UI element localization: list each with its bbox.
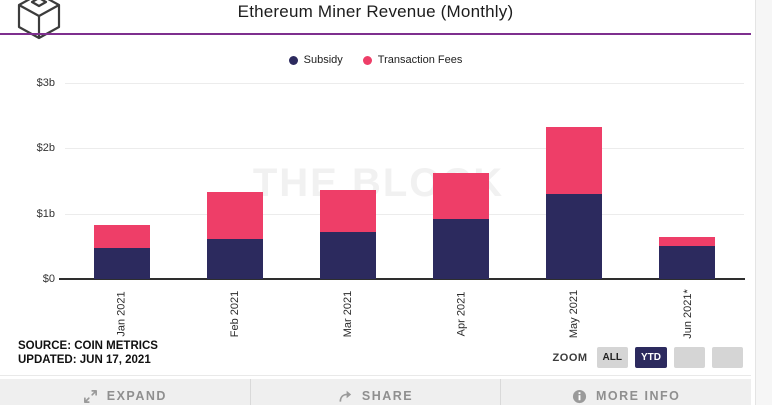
bar-segment-transaction-fees <box>659 236 716 246</box>
bar-segment-subsidy <box>206 238 263 279</box>
more-info-button[interactable]: MORE INFO <box>500 379 751 405</box>
y-tick-label: $0 <box>42 273 55 285</box>
bar-column-feb-2021 <box>178 83 291 279</box>
x-label-slot: Apr 2021 <box>405 283 518 345</box>
legend-item-subsidy[interactable]: Subsidy <box>288 54 343 66</box>
y-tick-label: $1b <box>36 207 55 220</box>
share-button[interactable]: SHARE <box>249 379 501 405</box>
plot-area: THE BLOCK <box>59 83 745 280</box>
x-label-slot: May 2021 <box>518 283 631 345</box>
bar-segment-subsidy <box>93 247 150 279</box>
legend-item-transaction-fees[interactable]: Transaction Fees <box>362 54 463 66</box>
legend-dot <box>362 55 372 65</box>
chart-bottom-divider <box>0 375 751 376</box>
updated-line: UPDATED: JUN 17, 2021 <box>18 354 151 366</box>
zoom-label: ZOOM <box>552 351 588 364</box>
source-line: SOURCE: COIN METRICS <box>18 340 158 352</box>
x-tick-label: May 2021 <box>568 289 581 339</box>
more-info-label: MORE INFO <box>596 389 681 403</box>
x-tick-label: Jan 2021 <box>115 291 128 337</box>
info-icon <box>572 389 587 403</box>
expand-button[interactable]: EXPAND <box>0 379 250 405</box>
zoom-button-blank[interactable] <box>674 347 705 368</box>
x-tick-label: Feb 2021 <box>228 290 241 338</box>
x-label-slot: Jun 2021* <box>631 283 744 345</box>
bar-column-jan-2021 <box>65 83 178 279</box>
legend-item-label: Transaction Fees <box>377 54 463 66</box>
zoom-controls: ZOOM ALL YTD <box>553 347 743 368</box>
x-label-slot: Mar 2021 <box>291 283 404 345</box>
x-tick-label: Jun 2021* <box>681 289 694 339</box>
x-label-slot: Feb 2021 <box>178 283 291 345</box>
bar-segment-transaction-fees <box>433 172 490 219</box>
chart-title: Ethereum Miner Revenue (Monthly) <box>237 2 514 21</box>
bar-segment-subsidy <box>546 194 603 279</box>
zoom-button-blank[interactable] <box>712 347 743 368</box>
expand-label: EXPAND <box>106 389 167 403</box>
y-tick-label: $2b <box>36 142 55 155</box>
share-icon <box>339 390 351 402</box>
y-axis-labels: $0 $1b $2b $3b <box>0 77 55 285</box>
source-attribution: SOURCE: COIN METRICS UPDATED: JUN 17, 20… <box>18 339 158 367</box>
share-label: SHARE <box>361 389 414 403</box>
bar-segment-transaction-fees <box>319 189 376 232</box>
action-bar: EXPAND SHARE MORE INFO <box>0 379 751 405</box>
bar-column-apr-2021 <box>405 83 518 279</box>
legend-dot <box>288 55 298 65</box>
bar-segment-transaction-fees <box>93 225 150 248</box>
y-tick-label: $3b <box>36 77 55 89</box>
gridline-1b <box>65 214 744 215</box>
bar-segment-transaction-fees <box>546 126 603 195</box>
x-tick-label: Apr 2021 <box>455 291 468 337</box>
bar-segment-subsidy <box>659 245 716 279</box>
x-axis-line <box>59 278 745 280</box>
the-block-cube-icon <box>17 0 61 40</box>
bar-column-mar-2021 <box>291 83 404 279</box>
zoom-button-all[interactable]: ALL <box>596 347 628 368</box>
gridline-3b <box>65 83 744 84</box>
bar-segment-transaction-fees <box>206 191 263 239</box>
x-axis-labels: Jan 2021 Feb 2021 Mar 2021 Apr 2021 May 2021… <box>65 283 744 345</box>
bar-segment-subsidy <box>433 218 490 279</box>
bar-series-container <box>65 83 744 279</box>
legend-item-label: Subsidy <box>303 54 343 66</box>
bar-column-may-2021 <box>518 83 631 279</box>
zoom-button-group: ALL YTD <box>596 347 743 368</box>
expand-icon <box>83 389 97 403</box>
gridline-2b <box>65 148 744 149</box>
bar-column-jun-2021- <box>631 83 744 279</box>
bar-segment-subsidy <box>319 232 376 279</box>
x-label-slot: Jan 2021 <box>65 283 178 345</box>
zoom-button-ytd[interactable]: YTD <box>635 347 667 368</box>
scrollbar-track[interactable] <box>755 0 772 405</box>
header-accent-line <box>0 33 751 35</box>
chart-legend: Subsidy Transaction Fees <box>0 54 751 66</box>
x-tick-label: Mar 2021 <box>341 290 354 338</box>
